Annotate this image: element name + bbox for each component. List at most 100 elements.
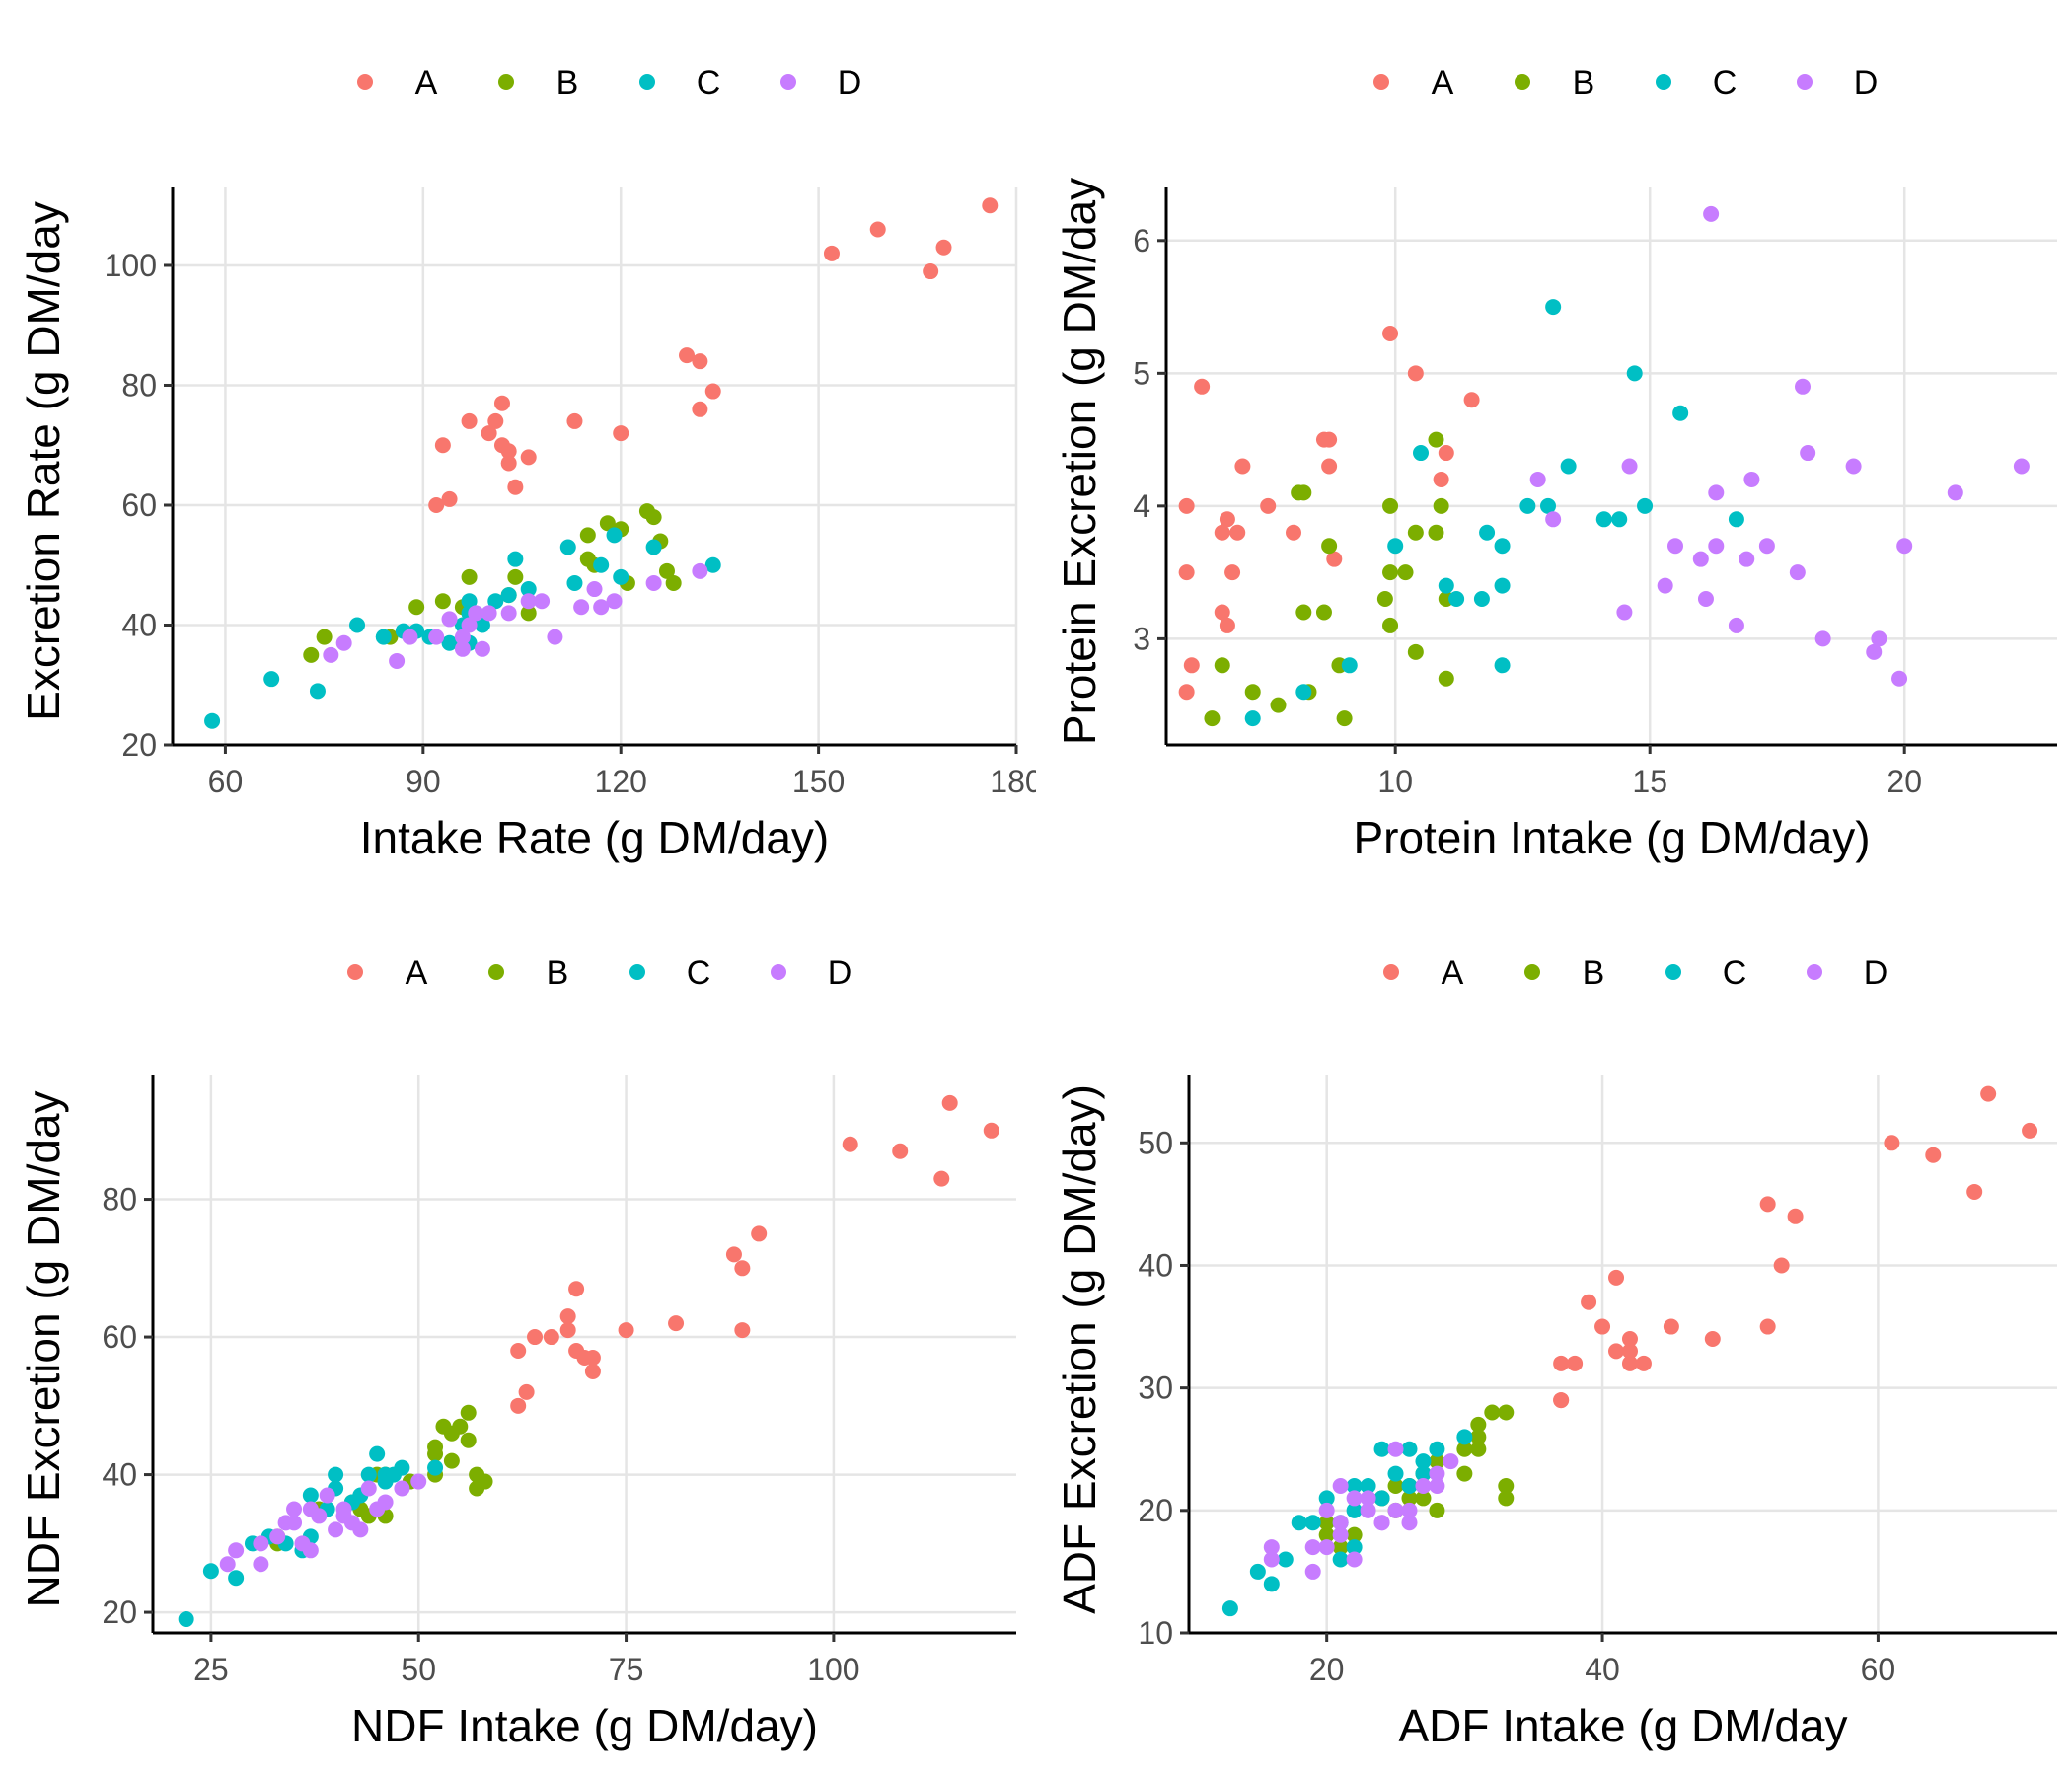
point-b [1204, 710, 1221, 727]
point-b [1315, 604, 1332, 621]
point-c [1401, 1441, 1418, 1457]
point-a [1567, 1355, 1584, 1371]
point-a [842, 1136, 858, 1152]
point-a [1759, 1196, 1776, 1213]
point-d [1318, 1539, 1335, 1556]
point-d [394, 1480, 410, 1497]
point-b [443, 1452, 460, 1469]
point-c [178, 1611, 194, 1628]
point-a [613, 425, 629, 442]
point-a [1183, 657, 1200, 674]
x-axis-title: ADF Intake (g DM/day [1398, 1700, 1847, 1751]
point-d [1360, 1490, 1376, 1507]
point-d [1387, 1502, 1404, 1518]
x-tick-label: 25 [193, 1652, 229, 1687]
point-c [1332, 1551, 1349, 1568]
point-a [507, 479, 524, 495]
point-b [1470, 1416, 1487, 1433]
point-a [566, 412, 583, 429]
legend: A B C D [357, 64, 861, 102]
x-tick-label: 40 [1585, 1652, 1620, 1687]
point-d [1415, 1477, 1432, 1494]
point-c [309, 683, 326, 700]
point-b [461, 568, 478, 585]
point-b [1346, 1526, 1363, 1543]
y-tick-label: 100 [105, 248, 157, 283]
x-tick-label: 100 [807, 1652, 859, 1687]
point-d [1758, 538, 1775, 555]
point-c [1387, 538, 1404, 555]
point-d [586, 581, 603, 598]
point-c [1595, 511, 1612, 528]
point-c [1263, 1576, 1280, 1592]
point-b [665, 574, 682, 591]
point-d [1871, 630, 1887, 647]
point-a [1433, 471, 1449, 487]
point-d [302, 1542, 319, 1559]
y-tick-label: 40 [102, 1457, 137, 1493]
point-a [481, 425, 497, 442]
point-d [1866, 643, 1883, 660]
point-d [1332, 1526, 1349, 1543]
point-a [527, 1329, 544, 1346]
point-b [1332, 1539, 1349, 1556]
point-d [410, 1473, 427, 1490]
point-a [1194, 378, 1211, 395]
point-a [434, 437, 451, 454]
point-c [1637, 497, 1654, 514]
point-d [1263, 1539, 1280, 1556]
point-c [1346, 1477, 1363, 1494]
series-a [1553, 1085, 2038, 1409]
series-b [1204, 431, 1454, 727]
x-tick-label: 20 [1887, 764, 1922, 799]
point-a [1608, 1269, 1625, 1286]
point-b [1415, 1490, 1432, 1507]
point-a [1326, 551, 1343, 567]
point-d [468, 605, 484, 622]
point-c [204, 712, 221, 729]
point-a [823, 245, 840, 261]
x-tick-label: 120 [595, 764, 647, 799]
x-tick-label: 60 [208, 764, 244, 799]
point-c [1540, 497, 1556, 514]
point-a [704, 383, 721, 400]
panel-protein: 10 15 20 3 4 5 6 Protein Intake (g DM/day) Prote… [1036, 0, 2072, 888]
point-c [613, 568, 629, 585]
point-c [1360, 1477, 1376, 1494]
point-c [1295, 684, 1312, 701]
legend: A B C D [1383, 954, 1887, 992]
point-a [1178, 497, 1195, 514]
y-axis-title: ADF Excretion (g DM/day) [1054, 1084, 1105, 1614]
point-d [323, 646, 339, 663]
legend-key-d [1807, 964, 1822, 980]
point-a [933, 1170, 950, 1187]
point-c [1672, 405, 1689, 421]
point-d [1529, 471, 1546, 487]
point-d [1332, 1515, 1349, 1531]
legend-key-b [498, 74, 514, 90]
point-a [923, 263, 939, 280]
point-a [1608, 1343, 1625, 1360]
x-axis-title: Protein Intake (g DM/day) [1353, 812, 1870, 863]
point-d [1373, 1515, 1390, 1531]
point-a [1407, 365, 1424, 382]
legend-label-b: B [556, 64, 579, 102]
point-a [1260, 497, 1277, 514]
point-a [1759, 1318, 1776, 1335]
point-c [202, 1563, 219, 1580]
point-a [982, 197, 999, 214]
point-c [1448, 591, 1465, 608]
legend-label-d: D [838, 64, 862, 102]
legend-label-d: D [1864, 954, 1888, 992]
point-a [1621, 1355, 1638, 1371]
point-b [427, 1439, 444, 1455]
point-a [935, 239, 952, 256]
y-tick-label: 80 [121, 367, 157, 403]
point-c [1479, 524, 1496, 541]
point-c [645, 539, 662, 555]
y-tick-label: 50 [1138, 1125, 1173, 1160]
point-d [253, 1556, 269, 1573]
point-b [658, 562, 675, 579]
point-b [1429, 1502, 1445, 1518]
grid [173, 187, 1018, 747]
